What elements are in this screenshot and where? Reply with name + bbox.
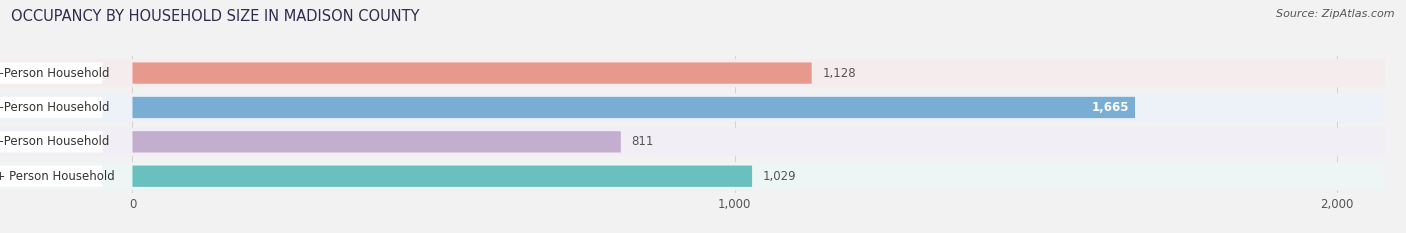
FancyBboxPatch shape xyxy=(0,97,103,118)
Text: 1,128: 1,128 xyxy=(823,67,856,80)
Text: 811: 811 xyxy=(631,135,654,148)
Text: 2-Person Household: 2-Person Household xyxy=(0,101,110,114)
Text: 1,029: 1,029 xyxy=(763,170,797,183)
FancyBboxPatch shape xyxy=(0,128,1385,156)
FancyBboxPatch shape xyxy=(0,162,1385,190)
Text: 1-Person Household: 1-Person Household xyxy=(0,67,110,80)
FancyBboxPatch shape xyxy=(0,59,1385,87)
Text: Source: ZipAtlas.com: Source: ZipAtlas.com xyxy=(1277,9,1395,19)
Text: 4+ Person Household: 4+ Person Household xyxy=(0,170,114,183)
Text: 1,665: 1,665 xyxy=(1091,101,1129,114)
FancyBboxPatch shape xyxy=(132,97,1135,118)
FancyBboxPatch shape xyxy=(132,131,621,152)
FancyBboxPatch shape xyxy=(0,131,103,152)
FancyBboxPatch shape xyxy=(0,62,103,84)
FancyBboxPatch shape xyxy=(0,93,1385,122)
FancyBboxPatch shape xyxy=(0,166,103,187)
Text: OCCUPANCY BY HOUSEHOLD SIZE IN MADISON COUNTY: OCCUPANCY BY HOUSEHOLD SIZE IN MADISON C… xyxy=(11,9,420,24)
FancyBboxPatch shape xyxy=(132,62,811,84)
Text: 3-Person Household: 3-Person Household xyxy=(0,135,110,148)
FancyBboxPatch shape xyxy=(132,166,752,187)
